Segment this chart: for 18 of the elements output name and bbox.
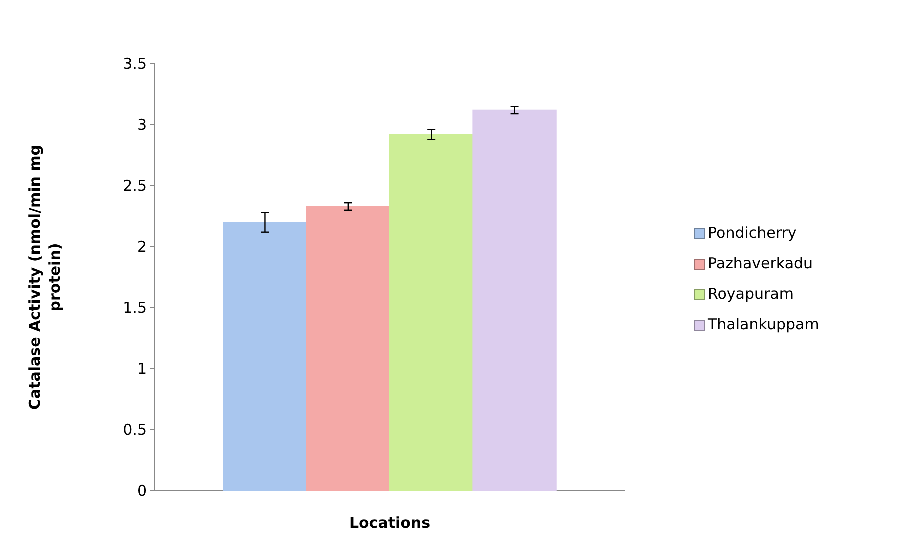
bar (472, 110, 557, 492)
bar (306, 206, 390, 492)
y-tick-label: 0.5 (123, 420, 147, 439)
y-tick-label: 2 (137, 238, 147, 256)
bar (223, 222, 308, 492)
legend-label: Pazhaverkadu (708, 254, 814, 272)
y-tick-label: 1 (137, 360, 147, 378)
bar (390, 134, 474, 492)
y-tick-label: 3 (137, 116, 147, 134)
y-axis-title: Catalase Activity (nmol/min mg protein) (26, 144, 64, 410)
legend-label: Royapuram (708, 285, 794, 303)
legend-label: Thalankuppam (707, 316, 820, 334)
x-axis-title: Locations (349, 514, 431, 532)
y-tick-label: 3.5 (123, 54, 147, 73)
y-tick-label: 2.5 (123, 176, 147, 195)
y-tick-label: 1.5 (123, 298, 147, 317)
y-tick-label: 0 (137, 482, 147, 500)
legend-label: Pondicherry (708, 224, 797, 242)
